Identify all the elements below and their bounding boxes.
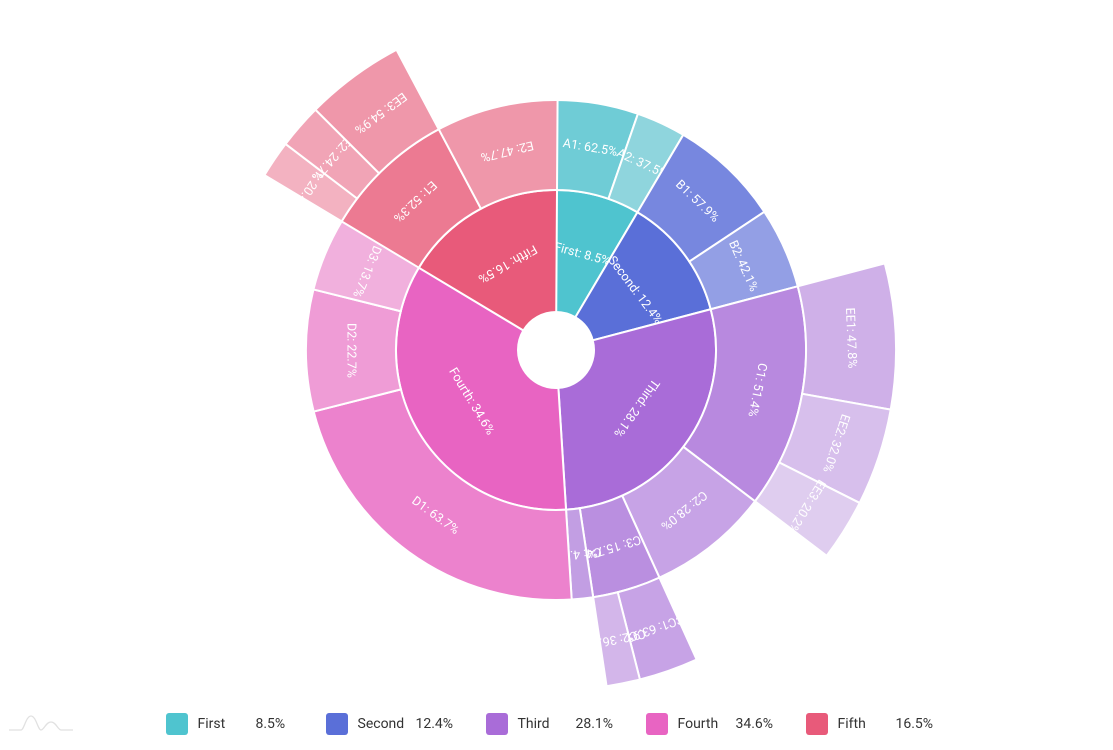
legend-label: Fifth: [838, 716, 886, 732]
legend-item-second[interactable]: Second 12.4%: [326, 713, 468, 735]
legend-label: Third: [518, 716, 566, 732]
slice-label-middle-D2: D2: 22.7%: [343, 323, 358, 378]
legend: First 8.5% Second 12.4% Third 28.1% Fourth 34.6…: [0, 698, 1113, 750]
legend-swatch: [486, 713, 508, 735]
legend-swatch: [646, 713, 668, 735]
legend-swatch: [806, 713, 828, 735]
legend-swatch: [166, 713, 188, 735]
legend-value: 16.5%: [896, 716, 948, 732]
legend-value: 8.5%: [256, 716, 308, 732]
slice-label-outer-EE1: EE1: 47.8%: [842, 307, 859, 368]
legend-value: 34.6%: [736, 716, 788, 732]
legend-label: First: [198, 716, 246, 732]
legend-label: Fourth: [678, 716, 726, 732]
legend-value: 12.4%: [416, 716, 468, 732]
legend-item-fifth[interactable]: Fifth 16.5%: [806, 713, 948, 735]
legend-item-first[interactable]: First 8.5%: [166, 713, 308, 735]
legend-label: Second: [358, 716, 406, 732]
legend-value: 28.1%: [576, 716, 628, 732]
legend-item-fourth[interactable]: Fourth 34.6%: [646, 713, 788, 735]
legend-swatch: [326, 713, 348, 735]
sunburst-chart: First: 8.5%Second: 12.4%Third: 28.1%Four…: [0, 0, 1113, 750]
watermark-icon: [6, 708, 76, 742]
legend-item-third[interactable]: Third 28.1%: [486, 713, 628, 735]
